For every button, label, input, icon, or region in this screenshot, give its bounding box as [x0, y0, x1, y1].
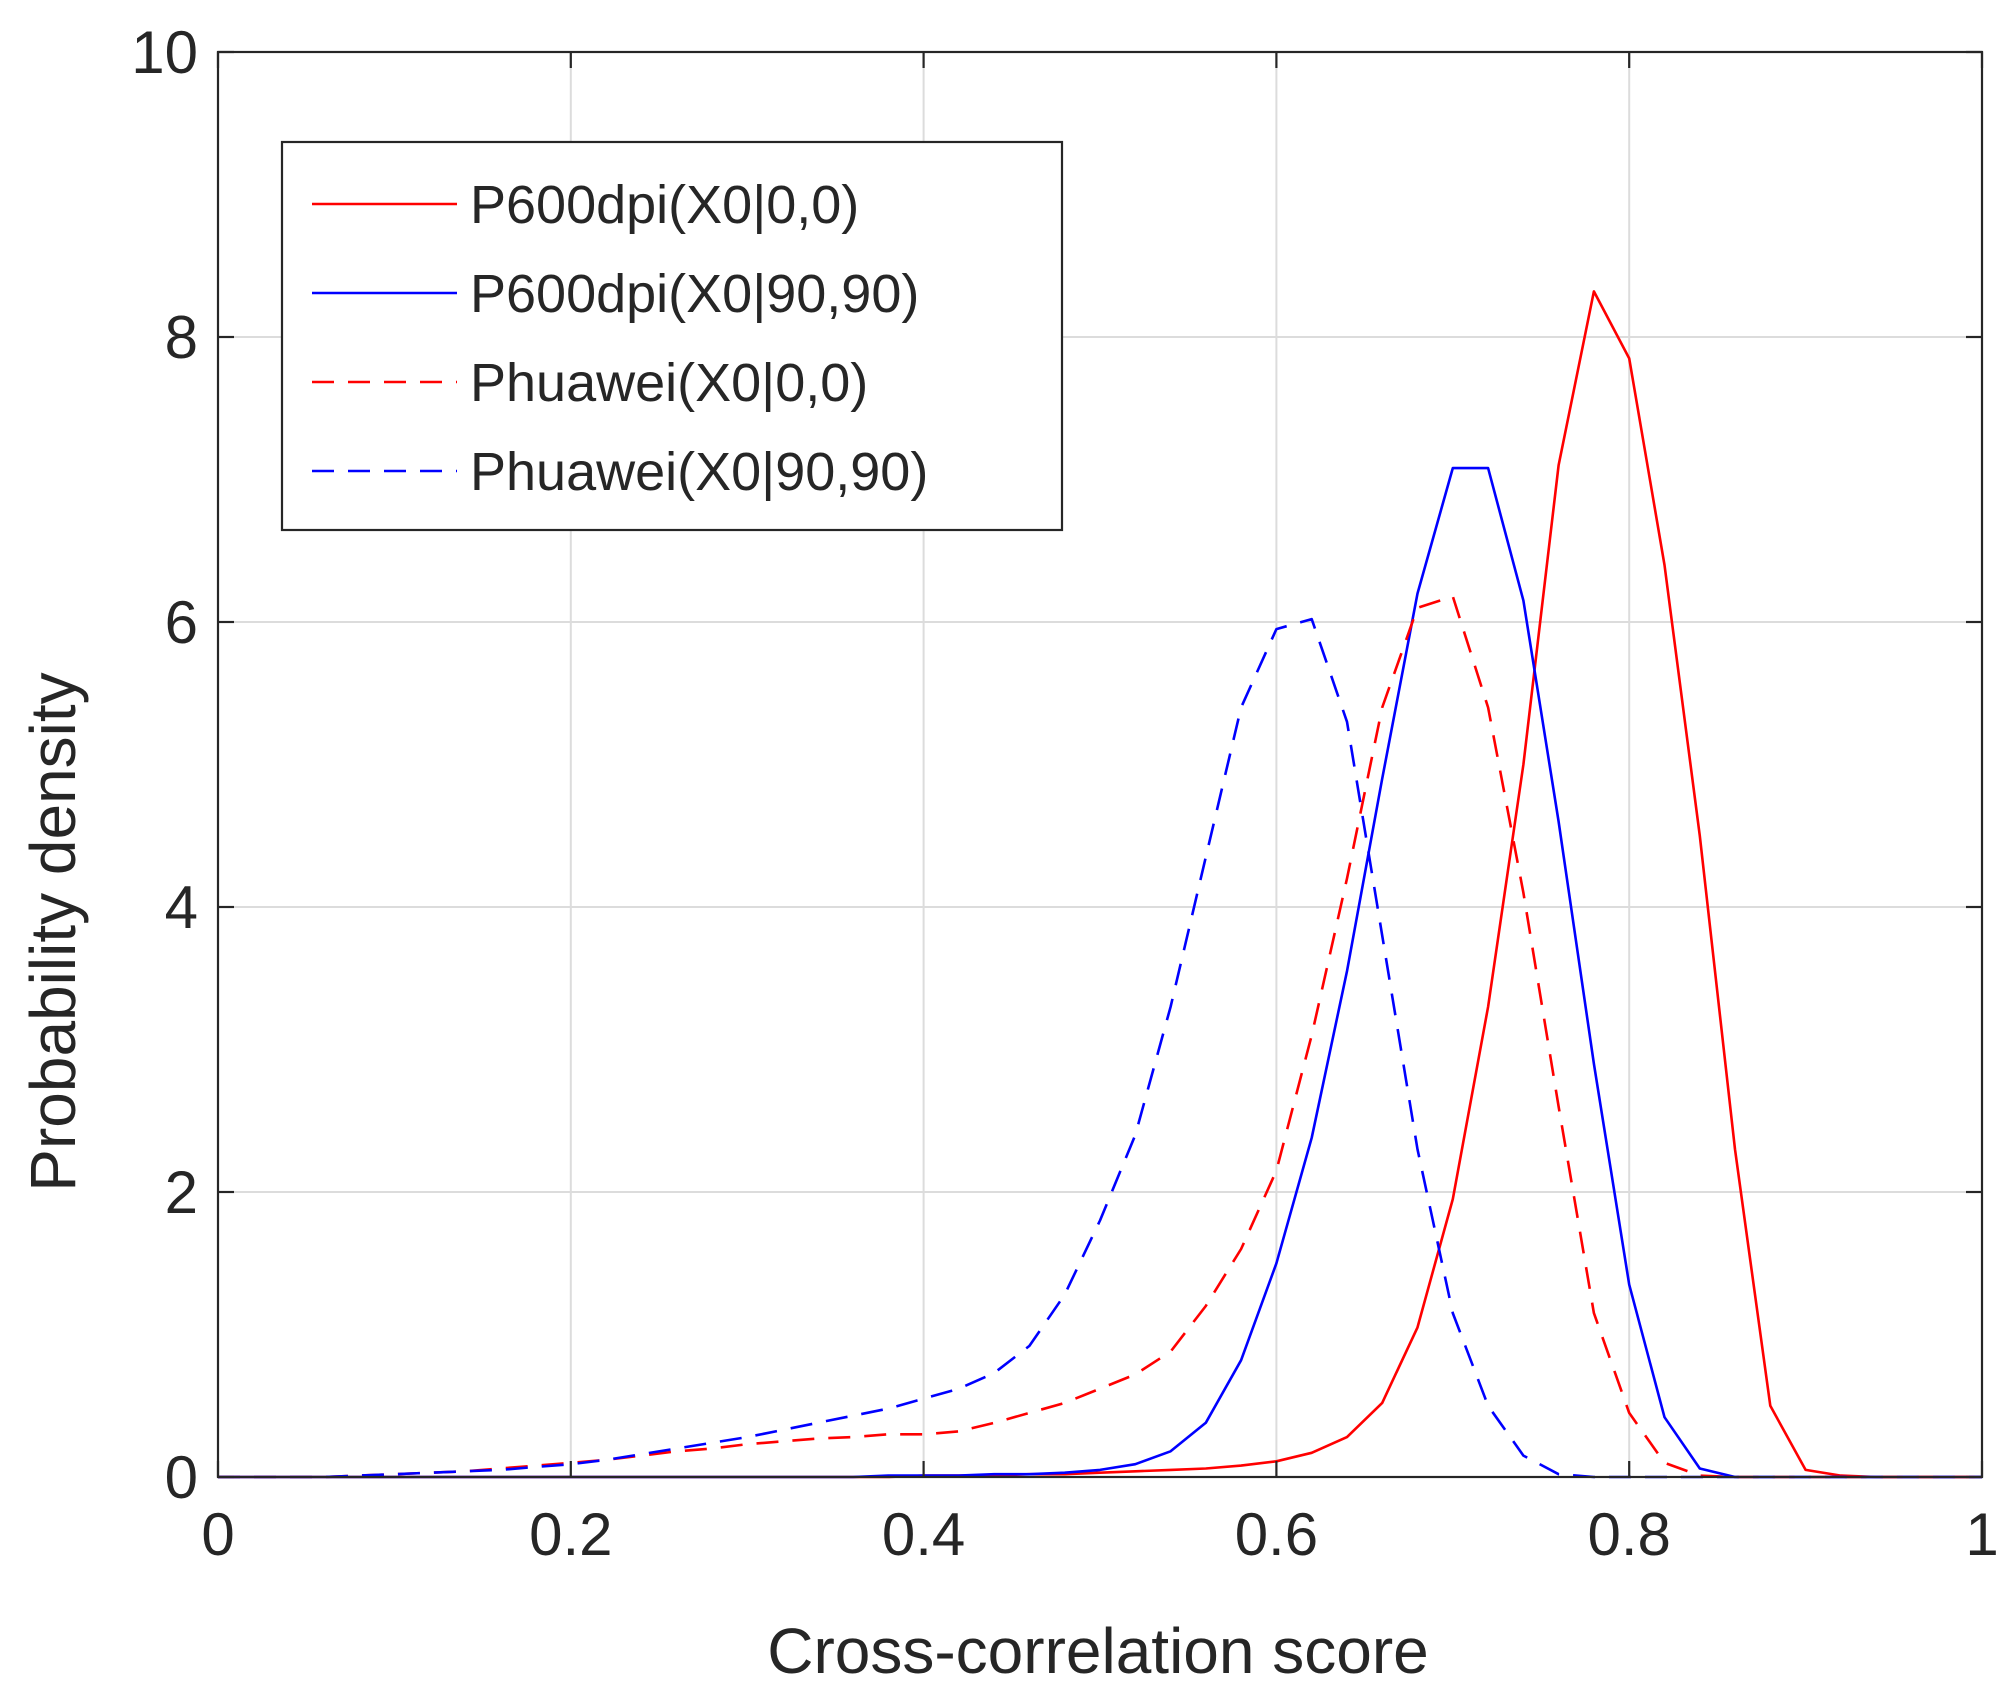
series-line-3: [218, 595, 1982, 1479]
y-tick-label: 4: [165, 874, 198, 941]
legend: P600dpi(X0|0,0) P600dpi(X0|90,90) Phuawei(…: [280, 140, 1064, 532]
x-tick-label: 1: [1965, 1501, 1998, 1568]
y-tick-label: 0: [165, 1444, 198, 1511]
legend-entry-1: P600dpi(X0|0,0): [470, 175, 859, 235]
legend-box: [280, 140, 1064, 532]
y-tick-label: 2: [165, 1159, 198, 1226]
y-tick-label: 10: [131, 19, 198, 86]
legend-entry-4: Phuawei(X0|90,90): [470, 442, 928, 502]
axes: [216, 50, 1984, 1479]
y-tick-label: 8: [165, 304, 198, 371]
legend-entry-2: P600dpi(X0|90,90): [470, 264, 919, 324]
axes-box: [216, 50, 1984, 1479]
x-tick-label: 0: [201, 1501, 234, 1568]
x-tick-label: 0.4: [882, 1501, 965, 1568]
x-tick-label: 0.6: [1235, 1501, 1318, 1568]
legend-entry-3: Phuawei(X0|0,0): [470, 353, 868, 413]
y-axis-label: Probability density: [17, 672, 89, 1191]
x-tick-label: 0.2: [529, 1501, 612, 1568]
y-tick-label: 6: [165, 589, 198, 656]
x-axis-label: Cross-correlation score: [767, 1615, 1429, 1687]
x-tick-label: 0.8: [1587, 1501, 1670, 1568]
